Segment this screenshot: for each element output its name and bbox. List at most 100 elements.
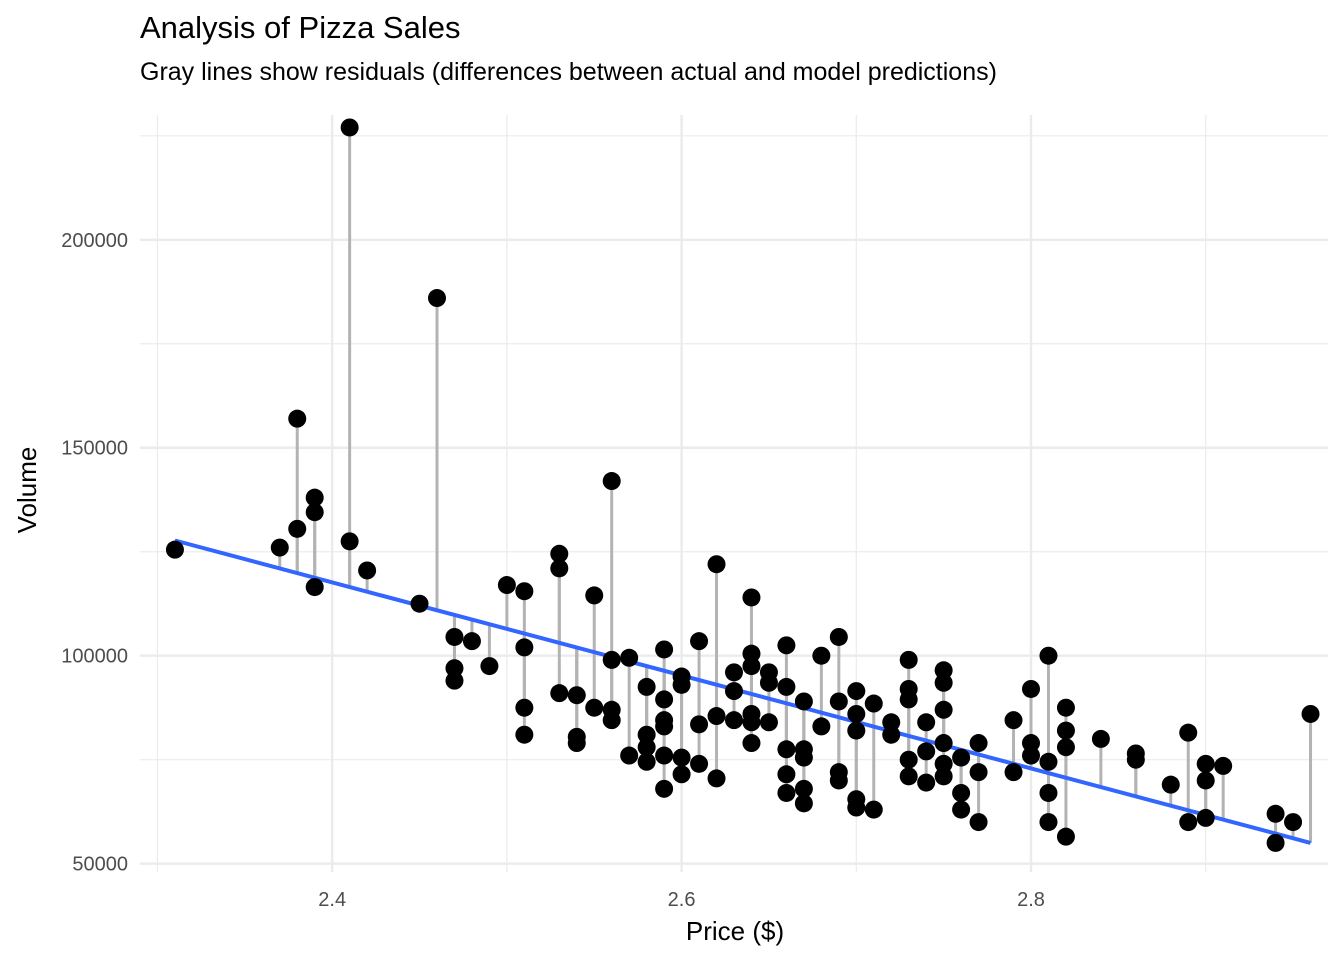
data-point: [585, 586, 604, 605]
data-point: [585, 698, 604, 717]
data-point: [794, 692, 813, 711]
data-point: [305, 503, 324, 522]
data-point: [899, 750, 918, 769]
data-point: [1196, 771, 1215, 790]
data-point: [952, 748, 971, 767]
data-point: [917, 773, 936, 792]
data-point: [742, 713, 761, 732]
data-point: [602, 472, 621, 491]
data-point: [637, 738, 656, 757]
data-point: [1266, 804, 1285, 823]
data-point: [1056, 698, 1075, 717]
data-point: [777, 677, 796, 696]
data-point: [969, 763, 988, 782]
data-point: [707, 555, 726, 574]
data-point: [690, 754, 709, 773]
chart-subtitle: Gray lines show residuals (differences b…: [140, 58, 997, 86]
data-point: [1196, 808, 1215, 827]
data-point: [969, 813, 988, 832]
data-point: [742, 588, 761, 607]
x-axis-title: Price ($): [686, 916, 784, 946]
data-point: [882, 713, 901, 732]
data-point: [742, 644, 761, 663]
data-point: [794, 779, 813, 798]
data-point: [602, 650, 621, 669]
data-point: [742, 734, 761, 753]
data-point: [655, 690, 674, 709]
data-point: [794, 748, 813, 767]
data-point: [567, 734, 586, 753]
data-point: [917, 742, 936, 761]
data-point: [1022, 746, 1040, 765]
data-point: [480, 657, 499, 676]
x-tick-label: 2.4: [318, 889, 346, 911]
data-point: [934, 673, 953, 692]
data-point: [707, 769, 726, 788]
data-point: [1196, 754, 1215, 773]
data-point: [340, 118, 359, 137]
data-point: [637, 725, 656, 744]
data-point: [462, 632, 481, 651]
data-point: [602, 711, 621, 730]
data-point: [445, 627, 464, 646]
data-point: [655, 640, 674, 659]
data-point: [864, 694, 883, 713]
data-point: [515, 638, 534, 657]
data-point: [690, 715, 709, 734]
data-point: [742, 657, 761, 676]
data-point: [777, 740, 796, 759]
data-point: [952, 800, 971, 819]
data-point: [934, 767, 953, 786]
y-tick-label: 200000: [61, 230, 128, 252]
data-point: [1004, 763, 1023, 782]
data-point: [270, 538, 289, 557]
y-tick-label: 100000: [61, 646, 128, 668]
data-point: [637, 677, 656, 696]
data-point: [882, 725, 901, 744]
x-tick-label: 2.6: [668, 889, 696, 911]
data-point: [515, 725, 534, 744]
data-point: [445, 659, 464, 678]
data-point: [305, 488, 324, 507]
data-point: [672, 748, 691, 767]
data-point: [829, 771, 848, 790]
data-point: [550, 684, 569, 703]
data-point: [655, 717, 674, 736]
data-point: [1126, 750, 1145, 769]
data-point: [899, 690, 918, 709]
data-point: [340, 532, 359, 551]
data-point: [934, 700, 953, 719]
data-point: [1284, 813, 1303, 832]
data-point: [969, 734, 988, 753]
data-point: [637, 752, 656, 771]
data-point: [829, 692, 848, 711]
data-point: [759, 713, 778, 732]
data-point: [515, 698, 534, 717]
data-point: [934, 754, 953, 773]
data-point: [445, 671, 464, 690]
data-point: [707, 707, 726, 726]
data-point: [620, 746, 639, 765]
data-point: [917, 713, 936, 732]
x-axis-ticks: 2.4 2.6 2.8: [318, 889, 1045, 911]
data-point: [1301, 704, 1320, 723]
data-point: [567, 686, 586, 705]
data-point: [1091, 729, 1110, 748]
y-axis-title: Volume: [12, 447, 42, 534]
data-point: [777, 636, 796, 655]
data-point: [847, 721, 866, 740]
data-point: [934, 661, 953, 680]
data-point: [690, 632, 709, 651]
data-point: [1004, 711, 1023, 730]
data-point: [515, 582, 534, 601]
data-point: [759, 673, 778, 692]
data-point: [672, 765, 691, 784]
data-point: [305, 578, 324, 597]
data-point: [899, 767, 918, 786]
data-point: [934, 734, 953, 753]
data-point: [428, 289, 446, 308]
data-point: [725, 711, 743, 730]
data-point: [620, 648, 639, 667]
data-point: [165, 540, 184, 559]
data-point: [1056, 827, 1075, 846]
